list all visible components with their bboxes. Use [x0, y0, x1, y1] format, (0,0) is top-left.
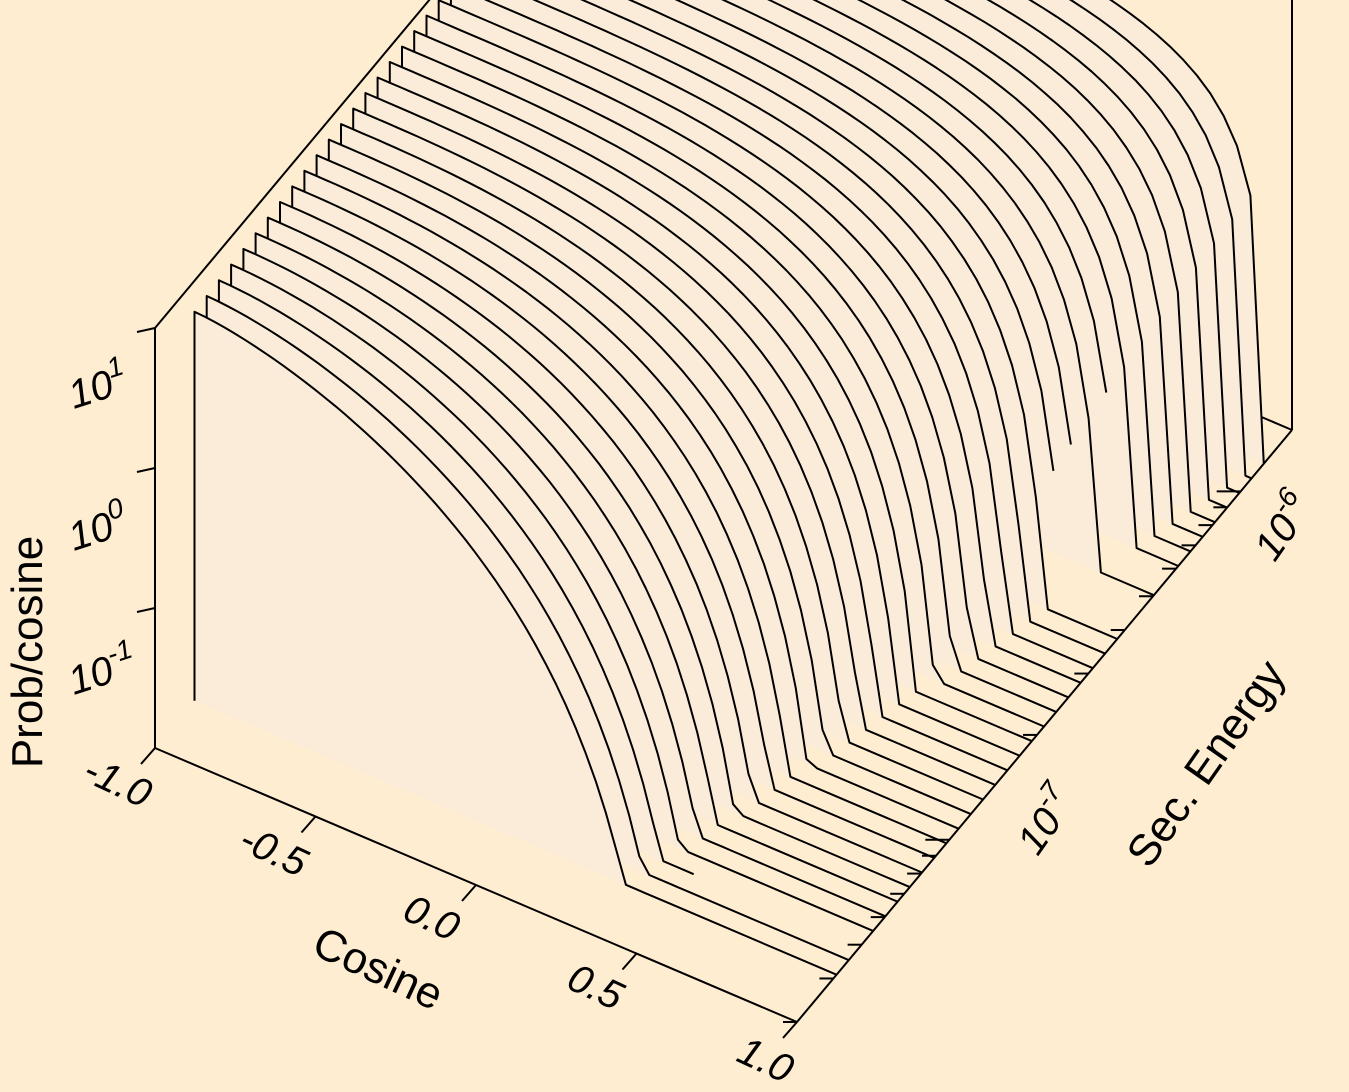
- y-axis-line: [796, 429, 1293, 1023]
- axes: [136, 327, 1293, 1039]
- x-tick-label-3: 0.5: [561, 956, 631, 1020]
- x-tick-label-4: 1.0: [731, 1029, 800, 1092]
- z-tick-2: [136, 327, 156, 333]
- y-tick-label-0: 10-7: [1002, 774, 1085, 862]
- x-tick-3: [621, 952, 638, 971]
- x-tick-label-1: -0.5: [233, 817, 315, 886]
- svg-text:10-1: 10-1: [60, 633, 142, 704]
- svg-text:101: 101: [60, 350, 133, 418]
- z-tick-label-1: 100: [60, 492, 134, 560]
- x-tick-1: [300, 815, 317, 834]
- x-tick-label-2: 0.0: [397, 887, 466, 950]
- svg-text:10-7: 10-7: [1002, 774, 1085, 862]
- z-tick-1: [136, 467, 156, 473]
- z-tick-0: [136, 607, 156, 613]
- svg-text:100: 100: [60, 492, 134, 560]
- x-tick-0: [140, 747, 156, 765]
- svg-text:10-6: 10-6: [1239, 481, 1322, 568]
- z-axis-title: Prob/cosine: [3, 536, 52, 768]
- surface-slices: [193, 0, 1265, 976]
- slice-0: [193, 310, 837, 976]
- x-tick-2: [461, 884, 477, 902]
- z-tick-label-0: 10-1: [60, 633, 142, 704]
- back-wall-left-edge: [154, 0, 431, 329]
- z-tick-label-2: 101: [60, 350, 133, 418]
- x-tick-4: [782, 1021, 798, 1039]
- y-tick-label-1: 10-6: [1239, 481, 1322, 568]
- y-axis-title: Sec. Energy: [1117, 651, 1295, 875]
